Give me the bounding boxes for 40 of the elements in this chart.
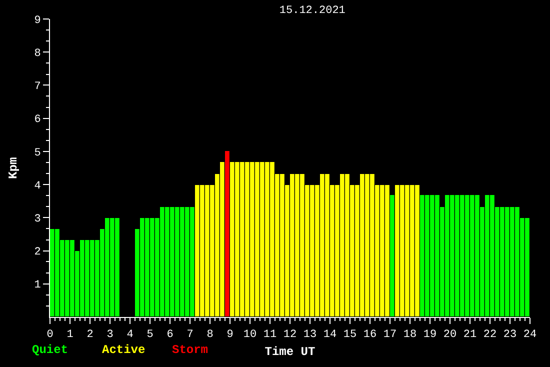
x-tick-label: 2 xyxy=(86,329,94,342)
x-tick-label: 11 xyxy=(263,329,277,342)
x-tick-label: 9 xyxy=(226,329,234,342)
y-tick-label: 3 xyxy=(34,214,41,226)
x-tick-label: 4 xyxy=(126,329,134,342)
x-tick-label: 7 xyxy=(186,329,194,342)
x-tick-label: 16 xyxy=(363,329,377,342)
x-tick-label: 15 xyxy=(343,329,357,342)
x-tick-label: 23 xyxy=(503,329,517,342)
x-tick-label: 13 xyxy=(303,329,317,342)
y-tick-label: 9 xyxy=(34,14,41,27)
x-tick-label: 5 xyxy=(146,329,154,342)
y-tick-label: 1 xyxy=(34,280,42,292)
text: Quiet xyxy=(32,343,68,357)
x-tick-label: 3 xyxy=(106,329,114,342)
y-tick-label: 2 xyxy=(34,246,41,259)
x-tick-label: 10 xyxy=(243,329,257,342)
y-axis-title: Kpm xyxy=(6,157,20,179)
x-tick-label: 12 xyxy=(283,329,297,342)
x-tick-label: 6 xyxy=(166,329,174,342)
x-tick-label: 8 xyxy=(206,329,214,342)
x-axis-title: Time UT xyxy=(264,345,316,360)
y-tick-label: 5 xyxy=(34,147,41,160)
x-tick-label: 18 xyxy=(403,329,417,342)
y-tick-label: 8 xyxy=(34,48,41,60)
text: Active xyxy=(102,343,146,357)
x-tick-label: 14 xyxy=(323,329,337,342)
x-tick-label: 21 xyxy=(463,329,477,342)
x-tick-label: 17 xyxy=(383,329,397,342)
x-tick-label: 19 xyxy=(423,329,437,342)
x-tick-label: 20 xyxy=(443,329,457,342)
chart-title: 15.12.2021 xyxy=(279,5,346,18)
y-tick-label: 6 xyxy=(34,114,41,126)
y-tick-label: 7 xyxy=(34,81,41,94)
x-tick-label: 1 xyxy=(66,329,74,342)
x-tick-label: 24 xyxy=(523,329,537,342)
x-tick-label: 0 xyxy=(46,329,54,342)
text: Storm xyxy=(172,343,208,357)
x-tick-label: 22 xyxy=(483,329,497,342)
y-tick-label: 4 xyxy=(34,180,42,192)
